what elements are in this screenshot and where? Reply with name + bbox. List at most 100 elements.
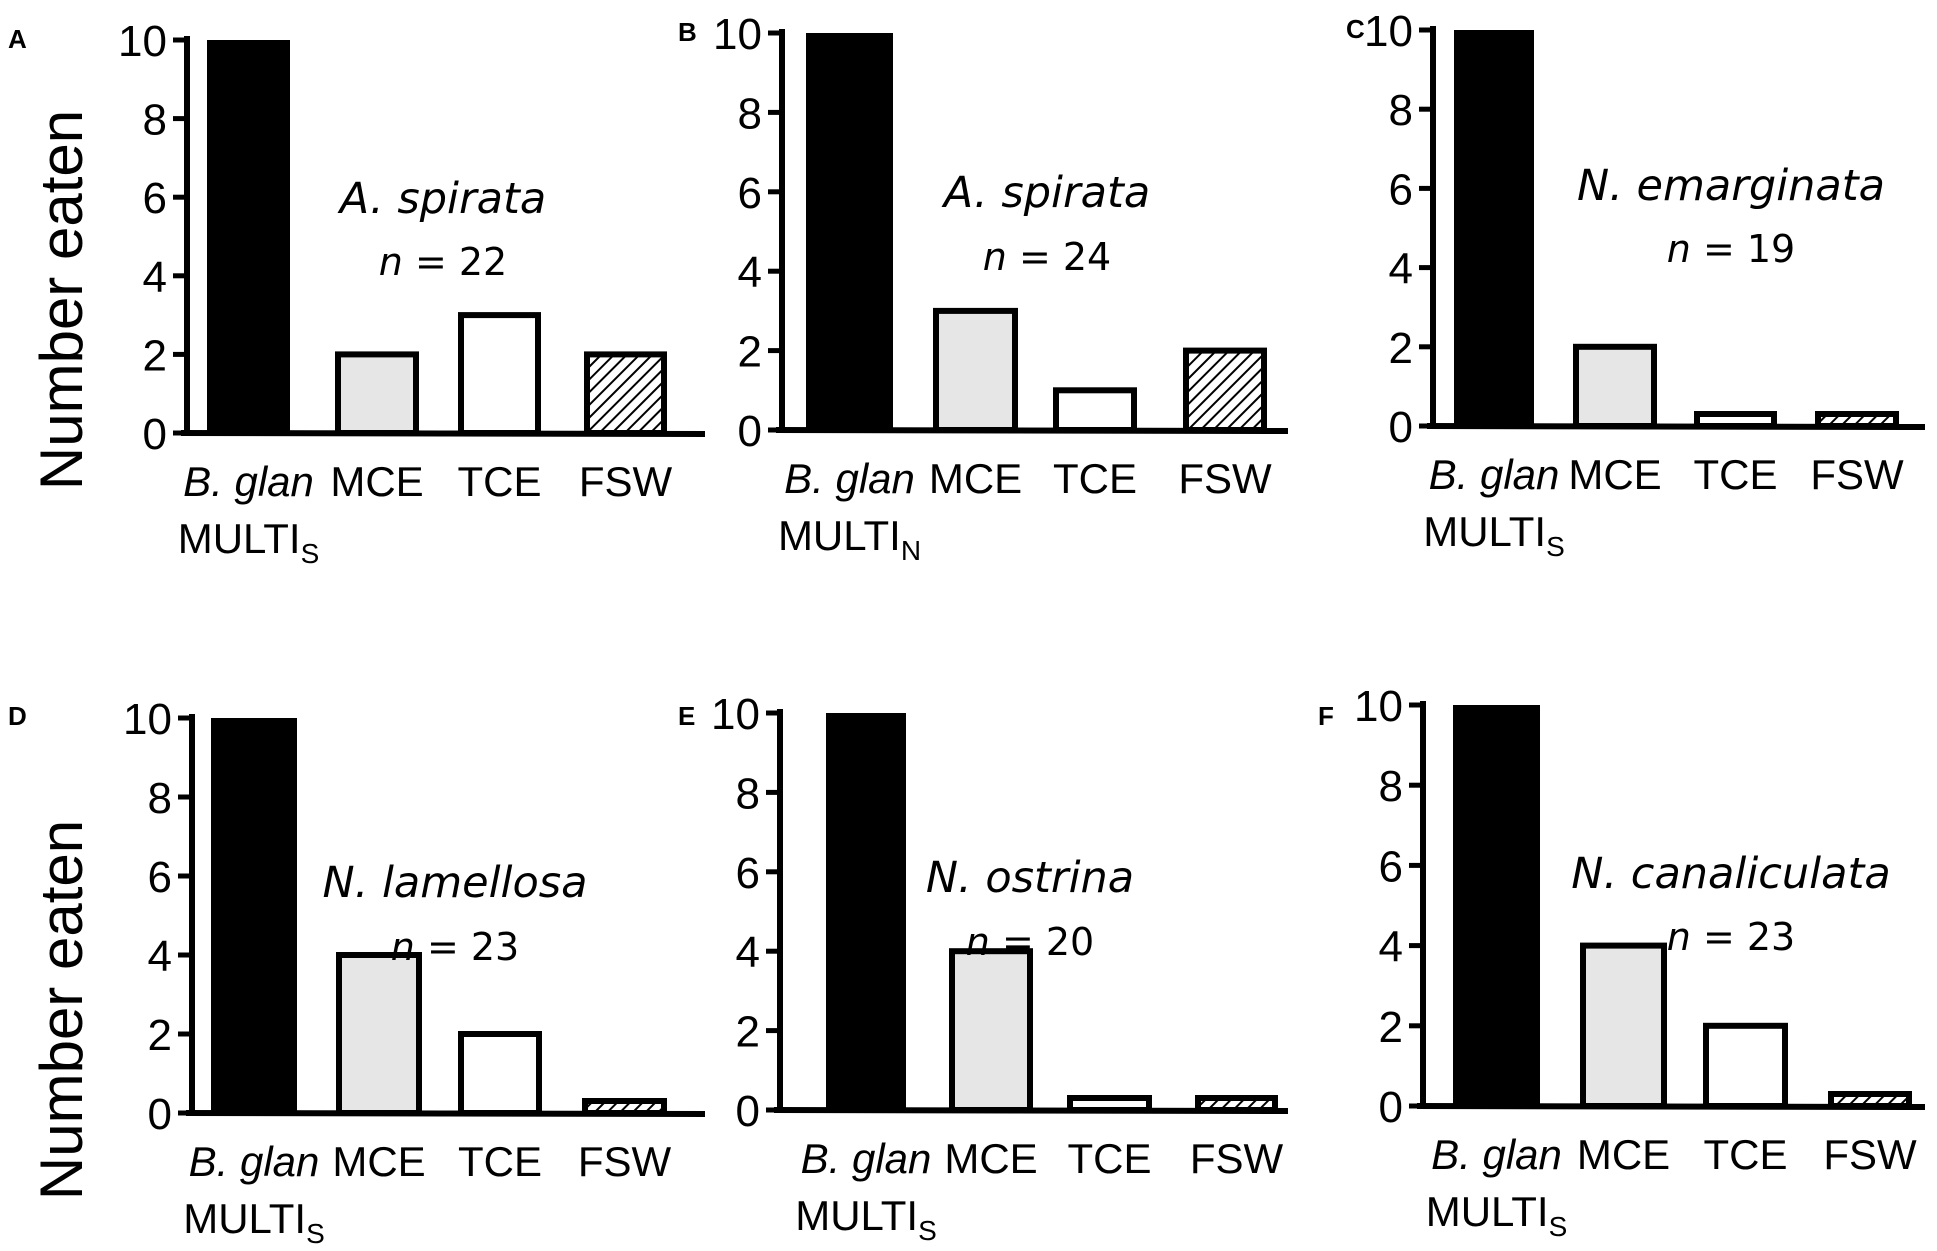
y-tick-label-f-2: 2 <box>1379 1003 1403 1052</box>
y-tick-label-f-8: 8 <box>1379 762 1403 811</box>
species-title-b: A. spirata <box>941 168 1150 218</box>
x-category-label-a-1: B. glan <box>183 458 314 505</box>
y-tick-label-f-6: 6 <box>1379 842 1403 891</box>
x-category-label-a-3: TCE <box>458 458 542 505</box>
y-tick-label-a-0: 0 <box>143 410 167 459</box>
y-tick-label-f-4: 4 <box>1379 923 1403 972</box>
bar-fsw-b <box>1183 347 1267 434</box>
chart-panel-b: B 0 2 4 6 8 10 B. glan MCE TCE FSW MULTIN A. spirata… <box>678 10 1289 566</box>
bar-bglan-b <box>806 33 893 430</box>
bar-tce-d <box>458 1031 542 1116</box>
x-category-label-c-3: TCE <box>1694 451 1778 498</box>
y-tick-label-d-4: 4 <box>148 932 172 981</box>
panel-letter-c: C <box>1346 14 1365 44</box>
bar-fsw-d <box>582 1098 667 1116</box>
y-tick-label-b-0: 0 <box>738 407 762 456</box>
y-tick-label-c-10: 10 <box>1364 7 1413 56</box>
n-label-f: n = 23 <box>1667 915 1795 959</box>
y-tick-label-b-10: 10 <box>713 10 762 59</box>
y-tick-label-a-4: 4 <box>143 253 167 302</box>
y-tick-label-e-8: 8 <box>736 769 760 818</box>
y-tick-label-b-8: 8 <box>738 89 762 138</box>
x-category-label-c-2: MCE <box>1568 451 1661 498</box>
x-category-sublabel-c: MULTIS <box>1423 508 1565 562</box>
y-tick-label-d-0: 0 <box>148 1090 172 1139</box>
y-tick-label-b-2: 2 <box>738 328 762 377</box>
chart-panel-d: D 0 2 4 6 8 10 Number eaten B. glan MCE TCE FSW MULT… <box>8 695 706 1249</box>
y-tick-label-a-8: 8 <box>143 96 167 145</box>
bar-fsw-e <box>1195 1095 1278 1113</box>
x-category-sublabel-b: MULTIN <box>778 512 921 566</box>
x-category-label-b-2: MCE <box>929 455 1022 502</box>
species-title-c: N. emarginata <box>1577 161 1885 211</box>
bar-mce-b <box>933 307 1018 433</box>
y-axis-label-d: Number eaten <box>28 820 95 1200</box>
bar-tce-f <box>1703 1022 1788 1110</box>
bar-fsw-a <box>584 351 667 436</box>
bar-tce-a <box>458 312 541 437</box>
y-tick-label-e-0: 0 <box>736 1087 760 1136</box>
y-tick-label-e-2: 2 <box>736 1008 760 1057</box>
x-category-label-d-3: TCE <box>458 1138 542 1185</box>
x-category-sublabel-d: MULTIS <box>183 1195 325 1249</box>
x-category-label-f-1: B. glan <box>1431 1131 1562 1178</box>
chart-panel-f: F 0 2 4 6 8 10 B. glan MCE TCE FSW MULTIS N. canalic… <box>1318 682 1926 1242</box>
y-tick-label-c-4: 4 <box>1389 245 1413 294</box>
x-category-label-e-1: B. glan <box>801 1135 932 1182</box>
y-tick-label-e-10: 10 <box>711 690 760 739</box>
x-category-label-f-4: FSW <box>1823 1131 1917 1178</box>
chart-panel-c: C 0 2 4 6 8 10 B. glan MCE TCE FSW MULTIS N. emargin… <box>1346 7 1926 562</box>
species-title-a: A. spirata <box>337 174 546 224</box>
x-category-label-c-4: FSW <box>1810 451 1904 498</box>
x-category-label-d-4: FSW <box>578 1138 672 1185</box>
y-tick-label-b-6: 6 <box>738 169 762 218</box>
species-title-f: N. canaliculata <box>1571 849 1890 899</box>
x-category-label-e-4: FSW <box>1190 1135 1284 1182</box>
bar-tce-c <box>1694 411 1777 429</box>
x-category-label-e-2: MCE <box>944 1135 1037 1182</box>
bar-mce-f <box>1580 942 1667 1109</box>
y-tick-label-d-6: 6 <box>148 853 172 902</box>
y-tick-label-c-6: 6 <box>1389 165 1413 214</box>
x-category-label-f-2: MCE <box>1577 1131 1670 1178</box>
x-category-label-a-4: FSW <box>579 458 673 505</box>
bar-mce-e <box>949 948 1033 1114</box>
y-tick-label-f-0: 0 <box>1379 1083 1403 1132</box>
y-tick-label-d-8: 8 <box>148 774 172 823</box>
y-tick-label-c-8: 8 <box>1389 86 1413 135</box>
bar-bglan-e <box>826 713 906 1110</box>
y-tick-label-a-10: 10 <box>118 17 167 66</box>
bar-fsw-f <box>1828 1091 1912 1109</box>
n-label-c: n = 19 <box>1667 227 1795 271</box>
n-label-a: n = 22 <box>379 240 507 284</box>
bar-bglan-f <box>1453 705 1540 1106</box>
y-tick-label-c-0: 0 <box>1389 403 1413 452</box>
chart-panel-e: E 0 2 4 6 8 10 B. glan MCE TCE FSW MULTIS N. ostrina… <box>678 690 1289 1246</box>
y-tick-label-d-2: 2 <box>148 1011 172 1060</box>
n-label-d: n = 23 <box>391 925 519 969</box>
panel-letter-a: A <box>8 24 27 54</box>
x-category-label-b-1: B. glan <box>784 455 915 502</box>
x-category-label-c-1: B. glan <box>1429 451 1560 498</box>
species-title-d: N. lamellosa <box>322 858 587 908</box>
y-axis-label-a: Number eaten <box>28 110 95 490</box>
x-category-sublabel-a: MULTIS <box>178 515 320 569</box>
y-tick-label-e-4: 4 <box>736 928 760 977</box>
n-label-b: n = 24 <box>983 235 1111 279</box>
bar-mce-a <box>335 351 419 436</box>
bar-tce-b <box>1053 387 1137 433</box>
y-tick-label-c-2: 2 <box>1389 324 1413 373</box>
y-tick-label-e-6: 6 <box>736 849 760 898</box>
bar-bglan-d <box>211 718 297 1113</box>
x-category-label-d-1: B. glan <box>189 1138 320 1185</box>
x-category-label-d-2: MCE <box>332 1138 425 1185</box>
bar-tce-e <box>1067 1095 1152 1113</box>
y-tick-label-d-10: 10 <box>123 695 172 744</box>
bar-fsw-c <box>1815 411 1899 429</box>
y-tick-label-f-10: 10 <box>1354 682 1403 731</box>
x-category-label-b-4: FSW <box>1178 455 1272 502</box>
y-tick-label-b-4: 4 <box>738 248 762 297</box>
x-category-label-f-3: TCE <box>1704 1131 1788 1178</box>
